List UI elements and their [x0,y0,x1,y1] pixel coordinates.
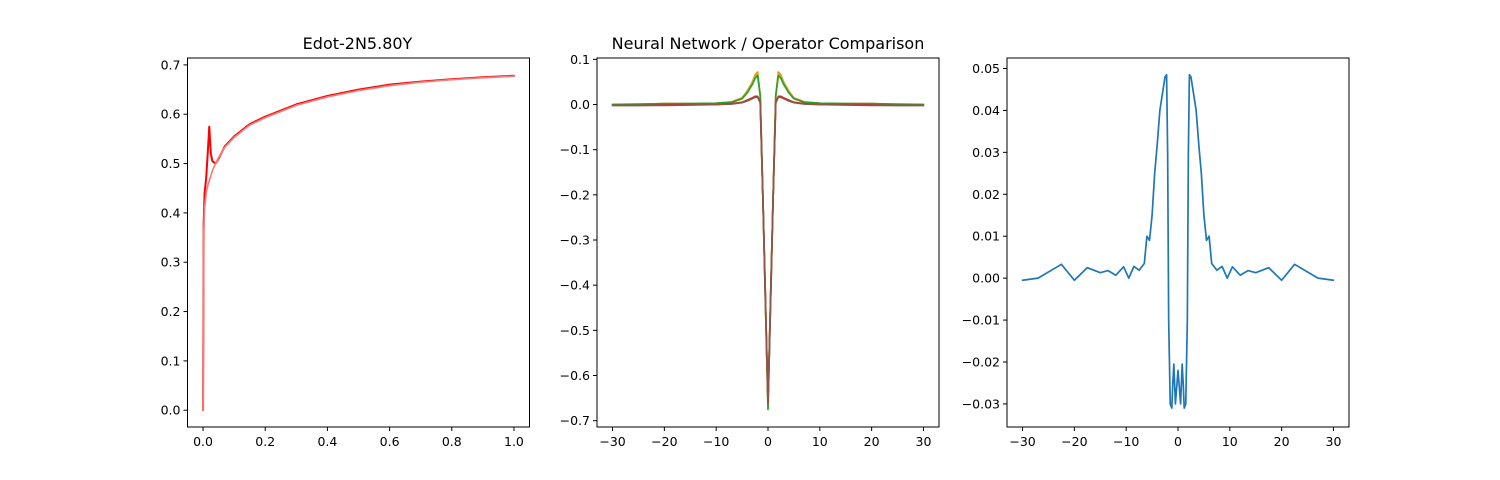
panel-1-y-tick-label: 0.3 [161,255,181,270]
panel-1-title: Edot-2N5.80Y [303,34,413,53]
panel-1-y-tick-label: 0.1 [161,353,181,368]
panel-2-y-tick-label: −0.1 [560,142,590,157]
panel-1-x-tick-label: 0.6 [380,434,400,449]
panel-1-y-tick-label: 0.5 [161,156,181,171]
panel-1-x-tick-label: 0.8 [442,434,462,449]
panel-3-y-tick-label: 0.01 [972,229,1000,244]
panel-2-x-tick-label: 0 [764,434,772,449]
panel-2-y-tick-label: −0.5 [560,323,590,338]
panel-3-y-tick-label: 0.05 [972,61,1000,76]
panel-1-y-tick-label: 0.4 [161,205,181,220]
panel-3-x-tick-label: −30 [1009,434,1035,449]
panel-2-x-tick-label: 30 [916,434,932,449]
panel-2-x-tick-label: −20 [651,434,677,449]
panel-2-y-tick-label: −0.2 [560,187,590,202]
panel-1-series-line-2 [202,75,515,412]
panel-1: Edot-2N5.80Y 0.0 0.2 0.4 0.6 0.8 1.0 0.0 0.1 0.2… [161,34,530,449]
panel-2-title: Neural Network / Operator Comparison [612,34,925,53]
panel-1-lines [202,74,515,412]
panel-2-series-line-5 [611,96,925,402]
panel-2-y-tick-label: −0.3 [560,233,590,248]
panel-1-x-tick-label: 1.0 [504,434,524,449]
panel-2-lines [611,71,925,411]
panel-2-x-tick-label: 10 [812,434,828,449]
panel-2-x-tick-label: 20 [864,434,880,449]
panel-3-x-tick-label: 30 [1326,434,1342,449]
panel-3-y-tick-label: −0.01 [962,313,1000,328]
panel-1-frame [187,57,530,428]
panel-3-lines [1021,73,1335,409]
panel-3-y-tick-label: −0.03 [962,396,1000,411]
panel-2-y-tick-label: 0.1 [570,52,590,67]
panel-3: −30 −20 −10 0 10 20 30 0.05 0.04 0.03 0.02 0.01 0.00… [962,57,1350,449]
panel-2-y-tick-label: −0.4 [560,278,590,293]
panel-3-ticks: −30 −20 −10 0 10 20 30 0.05 0.04 0.03 0.02 0.01 0.00… [962,61,1342,449]
panel-2-series-line-2 [611,72,925,408]
panel-2-y-tick-label: −0.6 [560,368,590,383]
panel-1-x-tick-label: 0.0 [193,434,213,449]
panel-2-series-line-4 [611,95,925,404]
panel-1-y-tick-label: 0.2 [161,304,181,319]
panel-3-y-tick-label: 0.03 [972,145,1000,160]
panel-2-y-tick-label: −0.7 [560,413,590,428]
panel-3-x-tick-label: 20 [1274,434,1290,449]
panel-1-y-tick-label: 0.7 [161,57,181,72]
panel-2-ticks: −30 −20 −10 0 10 20 30 0.1 0.0 −0.1 −0.2 −0.3 −0.4 −0… [560,52,932,449]
panel-3-x-tick-label: −10 [1113,434,1139,449]
panel-2-series-line-1 [611,71,925,406]
panel-1-y-tick-label: 0.6 [161,107,181,122]
panel-2-series-line-3 [611,74,925,411]
panel-2-x-tick-label: −30 [599,434,625,449]
panel-3-series-line-1 [1021,73,1335,409]
panel-3-y-tick-label: 0.04 [972,103,1000,118]
panel-3-x-tick-label: 10 [1222,434,1238,449]
panel-2-y-tick-label: 0.0 [570,97,590,112]
panel-1-ticks: 0.0 0.2 0.4 0.6 0.8 1.0 0.0 0.1 0.2 0.3 0.4 0.5 0.6 0… [161,57,524,449]
panel-2-x-tick-label: −10 [703,434,729,449]
panel-3-y-tick-label: 0.00 [972,271,1000,286]
panel-1-x-tick-label: 0.4 [317,434,337,449]
panel-1-y-tick-label: 0.0 [161,403,181,418]
panel-1-x-tick-label: 0.2 [255,434,275,449]
panel-2: Neural Network / Operator Comparison −30… [560,34,940,449]
panel-3-x-tick-label: −20 [1061,434,1087,449]
panel-3-y-tick-label: 0.02 [972,187,1000,202]
panel-3-y-tick-label: −0.02 [962,355,1000,370]
panel-3-x-tick-label: 0 [1174,434,1182,449]
